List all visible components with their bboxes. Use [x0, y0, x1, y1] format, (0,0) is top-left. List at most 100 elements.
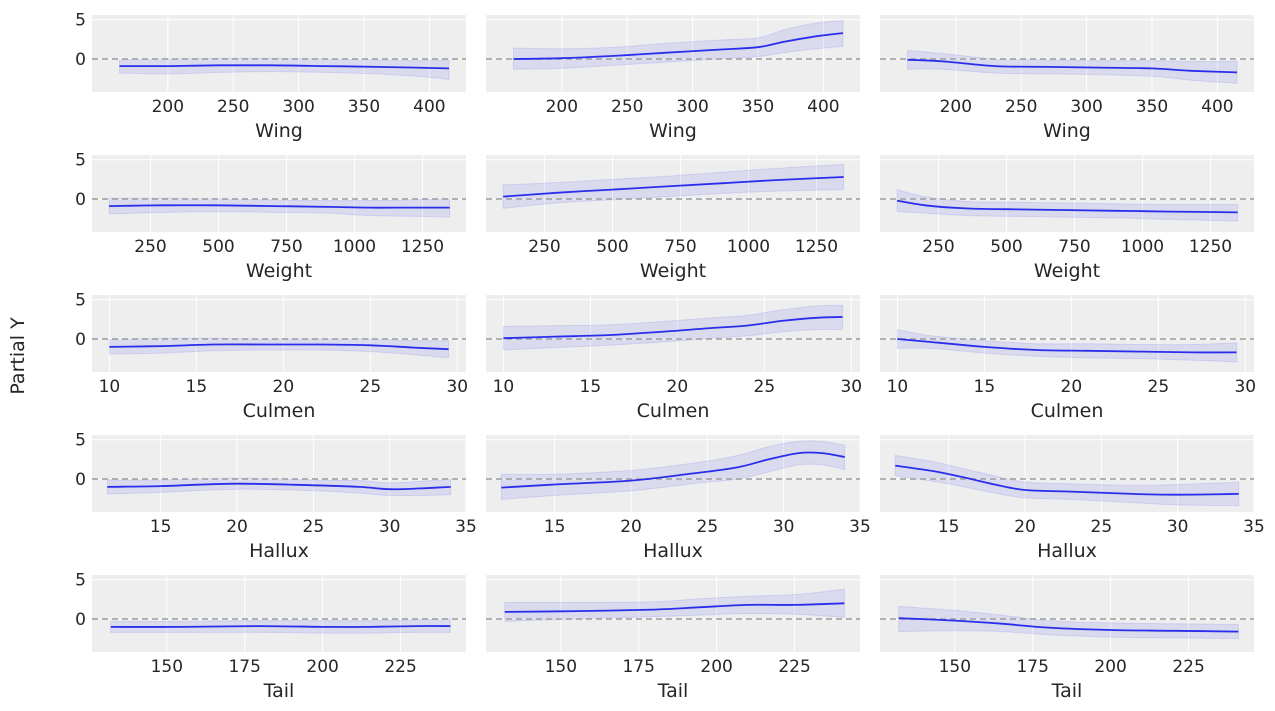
panel-background	[880, 155, 1254, 232]
x-tick-label: 250	[611, 97, 643, 117]
x-axis-label: Culmen	[243, 400, 316, 422]
panel-background	[880, 575, 1254, 652]
x-tick-label: 200	[546, 97, 578, 117]
y-axis-label: Partial Y	[7, 317, 29, 395]
mean-line	[895, 464, 1239, 496]
x-tick-label: 25	[754, 377, 776, 397]
x-axis-label: Tail	[1051, 680, 1083, 702]
x-tick-label: 225	[778, 657, 810, 677]
panel-wing-0-1: 200 250 300 350 400 Wing	[486, 15, 860, 142]
x-tick-label: 225	[384, 657, 416, 677]
x-tick-label: 400	[807, 97, 839, 117]
x-axis-label: Culmen	[1031, 400, 1104, 422]
x-tick-label: 500	[596, 237, 628, 257]
x-tick-label: 15	[544, 517, 566, 537]
x-tick-label: 250	[217, 97, 249, 117]
panel-wing-0-0: 200 250 300 350 400 0 5 Wing	[75, 11, 466, 142]
x-tick-label: 20	[1014, 517, 1036, 537]
panel-background	[486, 15, 860, 92]
hdi-band	[500, 440, 846, 500]
mean-line	[898, 617, 1239, 633]
x-tick-label: 175	[228, 657, 260, 677]
panel-wing-0-2: 200 250 300 350 400 Wing	[880, 15, 1254, 142]
x-tick-label: 20	[1061, 377, 1083, 397]
x-tick-label: 20	[226, 517, 248, 537]
x-tick-label: 15	[938, 517, 960, 537]
x-axis-label: Wing	[1043, 120, 1091, 142]
x-tick-label: 400	[1201, 97, 1233, 117]
x-tick-label: 15	[580, 377, 602, 397]
x-tick-label: 150	[151, 657, 183, 677]
x-tick-label: 500	[990, 237, 1022, 257]
y-tick-label: 0	[75, 50, 86, 70]
mean-line	[109, 204, 450, 209]
panel-tail-4-1: 150 175 200 225 Tail	[486, 575, 860, 702]
x-tick-label: 750	[664, 237, 696, 257]
mean-line	[504, 602, 845, 613]
x-tick-label: 15	[186, 377, 208, 397]
x-tick-label: 20	[620, 517, 642, 537]
panel-background	[486, 295, 860, 372]
y-tick-label: 5	[75, 11, 86, 31]
x-tick-label: 300	[1070, 97, 1102, 117]
x-tick-label: 25	[303, 517, 325, 537]
hdi-band	[504, 588, 845, 622]
x-tick-label: 15	[974, 377, 996, 397]
x-tick-label: 1000	[1121, 237, 1164, 257]
hdi-band	[108, 337, 450, 359]
panel-culmen-2-2: 10 15 20 25 30 Culmen	[880, 295, 1256, 422]
x-tick-label: 1250	[401, 237, 444, 257]
y-tick-label: 0	[75, 470, 86, 490]
x-axis-label: Wing	[255, 120, 303, 142]
panel-culmen-2-1: 10 15 20 25 30 Culmen	[486, 295, 862, 422]
x-tick-label: 175	[1016, 657, 1048, 677]
panel-weight-1-0: 250 500 750 1000 1250 0 5 Weight	[75, 151, 466, 282]
panel-background	[486, 435, 860, 512]
x-axis-label: Wing	[649, 120, 697, 142]
hdi-band	[894, 454, 1240, 507]
x-tick-label: 25	[360, 377, 382, 397]
x-tick-label: 500	[202, 237, 234, 257]
x-axis-label: Weight	[1034, 260, 1100, 282]
x-tick-label: 250	[1005, 97, 1037, 117]
x-axis-label: Tail	[263, 680, 295, 702]
x-tick-label: 250	[134, 237, 166, 257]
x-tick-label: 175	[622, 657, 654, 677]
x-tick-label: 350	[348, 97, 380, 117]
panel-hallux-3-2: 15 20 25 30 35 Hallux	[880, 435, 1265, 562]
mean-line	[513, 32, 844, 60]
mean-line	[107, 482, 451, 491]
y-tick-label: 0	[75, 610, 86, 630]
x-tick-label: 30	[1234, 377, 1256, 397]
x-axis-label: Weight	[246, 260, 312, 282]
hdi-band	[896, 329, 1238, 363]
x-tick-label: 35	[1243, 517, 1265, 537]
x-tick-label: 750	[1058, 237, 1090, 257]
x-tick-label: 225	[1172, 657, 1204, 677]
mean-line	[110, 625, 451, 628]
x-tick-label: 10	[887, 377, 909, 397]
mean-line	[109, 343, 449, 351]
panel-background	[92, 295, 466, 372]
x-tick-label: 1000	[727, 237, 770, 257]
x-axis-label: Culmen	[637, 400, 710, 422]
panel-hallux-3-0: 15 20 25 30 35 0 5 Hallux	[75, 431, 477, 562]
x-tick-label: 350	[1136, 97, 1168, 117]
x-tick-label: 300	[282, 97, 314, 117]
x-tick-label: 25	[697, 517, 719, 537]
panel-background	[880, 295, 1254, 372]
x-tick-label: 1250	[795, 237, 838, 257]
mean-line	[503, 176, 844, 198]
panel-culmen-2-0: 10 15 20 25 30 0 5 Culmen	[75, 291, 468, 422]
panel-weight-1-2: 250 500 750 1000 1250 Weight	[880, 155, 1254, 282]
x-tick-label: 35	[849, 517, 871, 537]
panel-tail-4-2: 150 175 200 225 Tail	[880, 575, 1254, 702]
x-tick-label: 20	[273, 377, 295, 397]
x-axis-label: Weight	[640, 260, 706, 282]
y-tick-label: 0	[75, 330, 86, 350]
panel-weight-1-1: 250 500 750 1000 1250 Weight	[486, 155, 860, 282]
x-tick-label: 150	[939, 657, 971, 677]
x-tick-label: 30	[840, 377, 862, 397]
panel-background	[92, 575, 466, 652]
